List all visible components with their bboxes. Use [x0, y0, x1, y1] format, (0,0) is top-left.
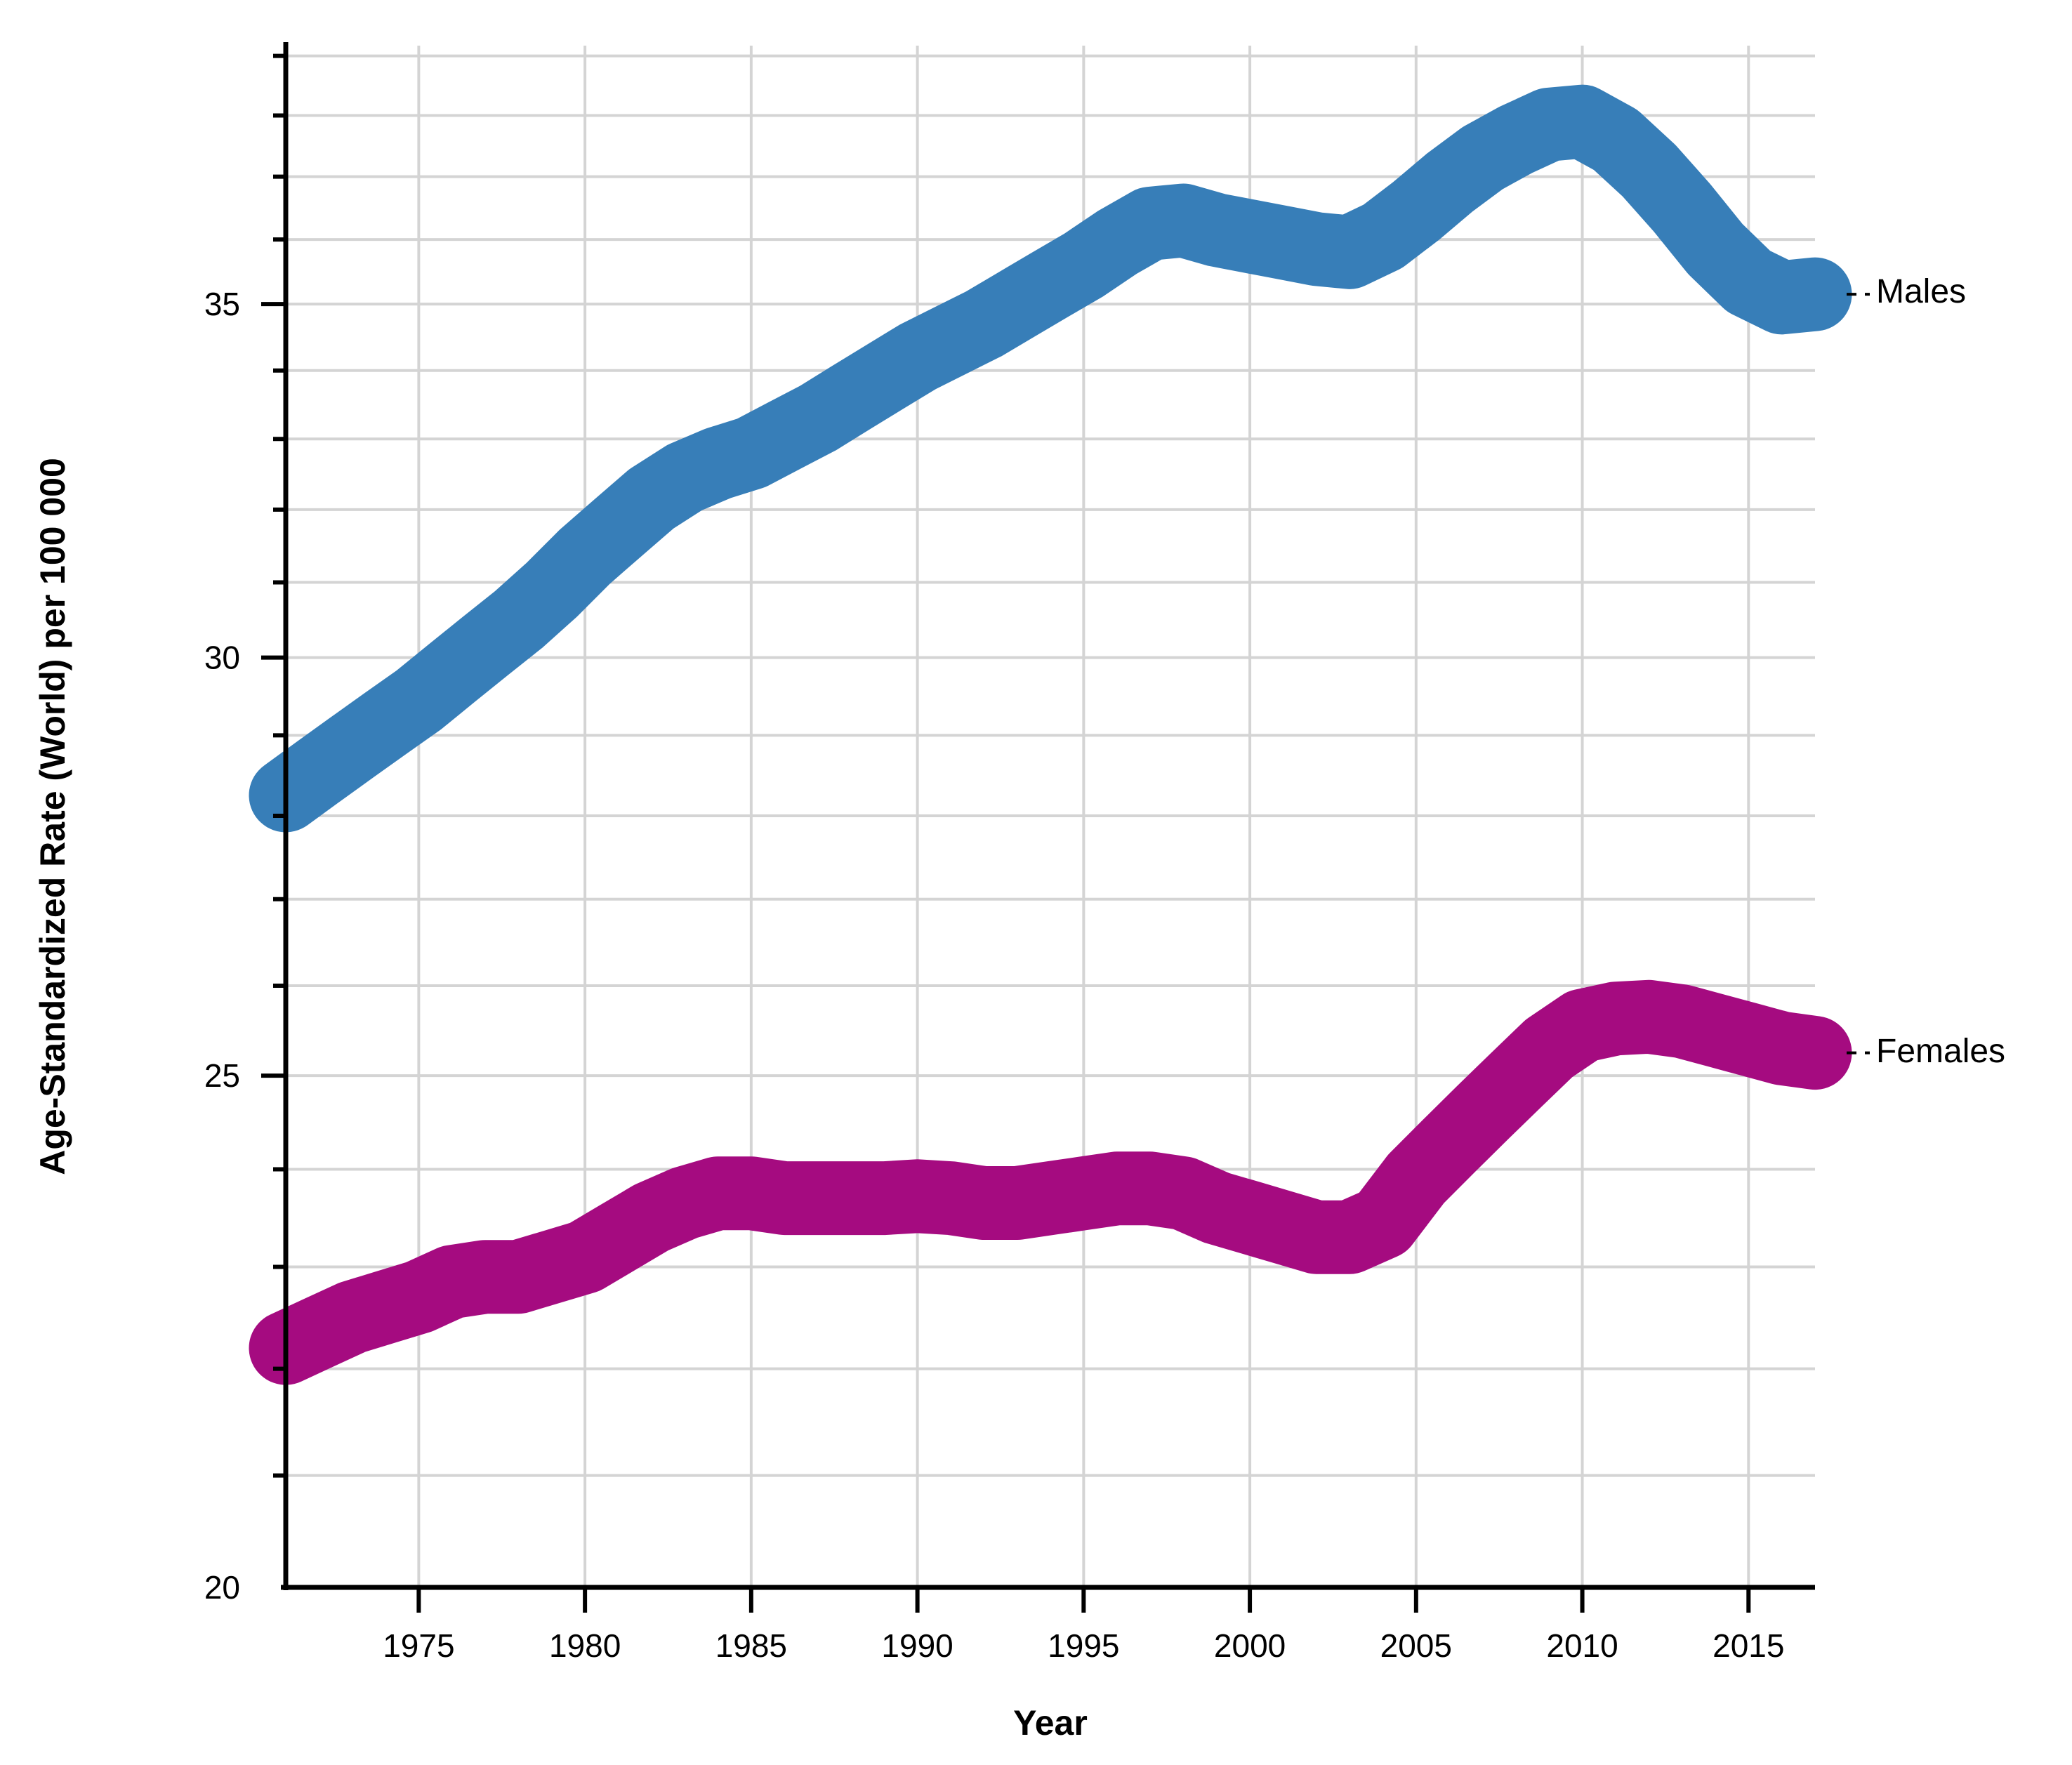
x-axis-title: Year: [1013, 1703, 1088, 1743]
y-tick-label: 20: [204, 1569, 240, 1606]
x-tick-label: 2015: [1713, 1627, 1784, 1664]
series-label-females: Females: [1876, 1033, 2006, 1070]
x-tick-label: 2010: [1546, 1627, 1618, 1664]
series-label-males: Males: [1876, 273, 1967, 310]
x-tick-label: 2005: [1380, 1627, 1452, 1664]
x-tick-label: 2000: [1214, 1627, 1286, 1664]
y-tick-label: 30: [204, 640, 240, 676]
x-tick-label: 1995: [1048, 1627, 1119, 1664]
x-tick-label: 1975: [383, 1627, 454, 1664]
y-tick-label: 35: [204, 286, 240, 322]
y-tick-label: 25: [204, 1057, 240, 1094]
x-tick-label: 1985: [715, 1627, 787, 1664]
series-line-males: [249, 84, 1852, 833]
x-tick-label: 1980: [549, 1627, 621, 1664]
y-axis-title: Age-Standardized Rate (World) per 100 00…: [33, 458, 72, 1175]
x-tick-label: 1990: [881, 1627, 953, 1664]
series-line-females: [249, 979, 1852, 1385]
